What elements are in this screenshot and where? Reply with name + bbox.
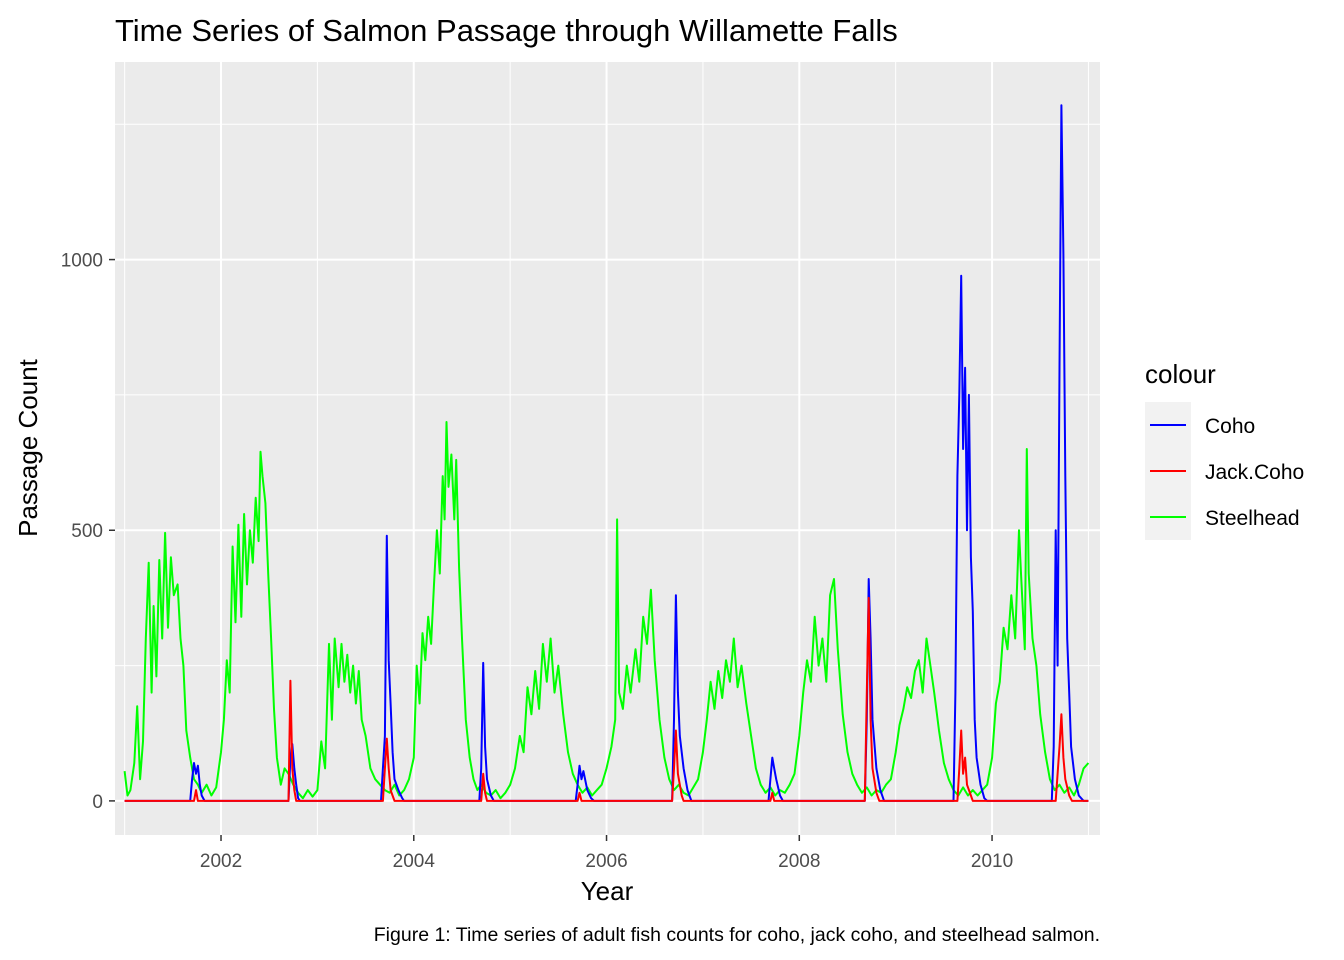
legend-label-coho: Coho — [1205, 415, 1255, 438]
x-tick-label: 2010 — [971, 851, 1013, 872]
y-tick-label: 1000 — [61, 251, 103, 272]
legend: colour Coho Jack.Coho Steelhead — [1145, 359, 1304, 540]
figure-caption: Figure 1: Time series of adult fish coun… — [374, 924, 1100, 946]
x-tick-label: 2002 — [200, 851, 242, 872]
y-axis-title: Passage Count — [13, 358, 43, 537]
series-layer — [123, 104, 1090, 802]
x-axis: 2002 2004 2006 2008 2010 — [200, 835, 1013, 872]
y-tick-label: 0 — [92, 792, 103, 813]
y-axis: 0 500 1000 — [61, 251, 115, 813]
y-tick-label: 500 — [71, 521, 103, 542]
minor-gridlines — [115, 62, 1100, 835]
x-axis-title: Year — [581, 876, 634, 906]
series-line-jack-coho — [124, 596, 1089, 802]
x-tick-label: 2004 — [393, 851, 436, 872]
x-tick-label: 2008 — [778, 851, 820, 872]
chart-title: Time Series of Salmon Passage through Wi… — [115, 13, 898, 48]
legend-title: colour — [1145, 359, 1216, 389]
series-line-steelhead — [123, 421, 1090, 800]
legend-label-jack-coho: Jack.Coho — [1205, 461, 1304, 484]
x-tick-label: 2006 — [585, 851, 627, 872]
legend-label-steelhead: Steelhead — [1205, 507, 1300, 530]
